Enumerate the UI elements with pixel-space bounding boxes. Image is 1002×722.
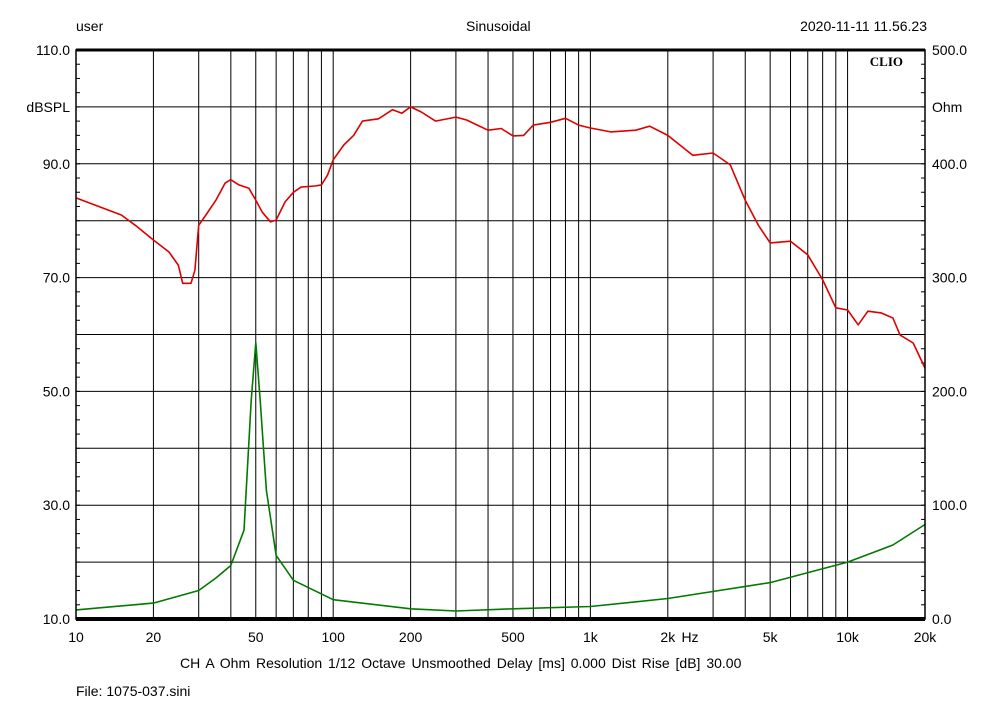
user-label: user bbox=[76, 18, 104, 34]
y-left-tick-label: 90.0 bbox=[43, 156, 70, 172]
y-right-tick-label: 400.0 bbox=[932, 156, 967, 172]
y-left-tick-label: 70.0 bbox=[43, 270, 70, 286]
y-left-tick-label: 10.0 bbox=[43, 611, 70, 627]
y-right-axis-label: Ohm bbox=[932, 99, 962, 115]
y-right-tick-label: 200.0 bbox=[932, 383, 967, 399]
x-tick-label: 20k bbox=[914, 629, 938, 645]
clio-logo: CLIO bbox=[870, 54, 903, 69]
x-tick-label: 50 bbox=[248, 629, 264, 645]
y-right-tick-label: 300.0 bbox=[932, 270, 967, 286]
x-tick-label: 200 bbox=[399, 629, 423, 645]
impedance-curve bbox=[75, 341, 926, 612]
x-tick-label: 10 bbox=[68, 629, 84, 645]
x-tick-label: 100 bbox=[322, 629, 346, 645]
x-tick-label: 10k bbox=[836, 629, 860, 645]
measurement-settings: CH A Ohm Resolution 1/12 Octave Unsmooth… bbox=[180, 655, 742, 671]
timestamp: 2020-11-11 11.56.23 bbox=[800, 18, 927, 34]
spl-curve bbox=[75, 106, 926, 369]
y-right-tick-label: 500.0 bbox=[932, 42, 967, 58]
y-left-tick-label: 30.0 bbox=[43, 497, 70, 513]
x-tick-label: 20 bbox=[146, 629, 162, 645]
y-right-tick-label: 0.0 bbox=[932, 611, 952, 627]
x-tick-label: 500 bbox=[501, 629, 525, 645]
y-left-axis-label: dBSPL bbox=[26, 99, 70, 115]
x-axis-label: Hz bbox=[681, 629, 698, 645]
x-tick-label: 2k bbox=[660, 629, 676, 645]
x-tick-label: 5k bbox=[763, 629, 779, 645]
y-right-tick-label: 100.0 bbox=[932, 497, 967, 513]
y-left-tick-label: 50.0 bbox=[43, 383, 70, 399]
file-name: File: 1075-037.sini bbox=[76, 683, 191, 699]
measurement-mode: Sinusoidal bbox=[466, 18, 531, 34]
y-left-tick-label: 110.0 bbox=[36, 42, 70, 58]
x-tick-label: 1k bbox=[583, 629, 599, 645]
